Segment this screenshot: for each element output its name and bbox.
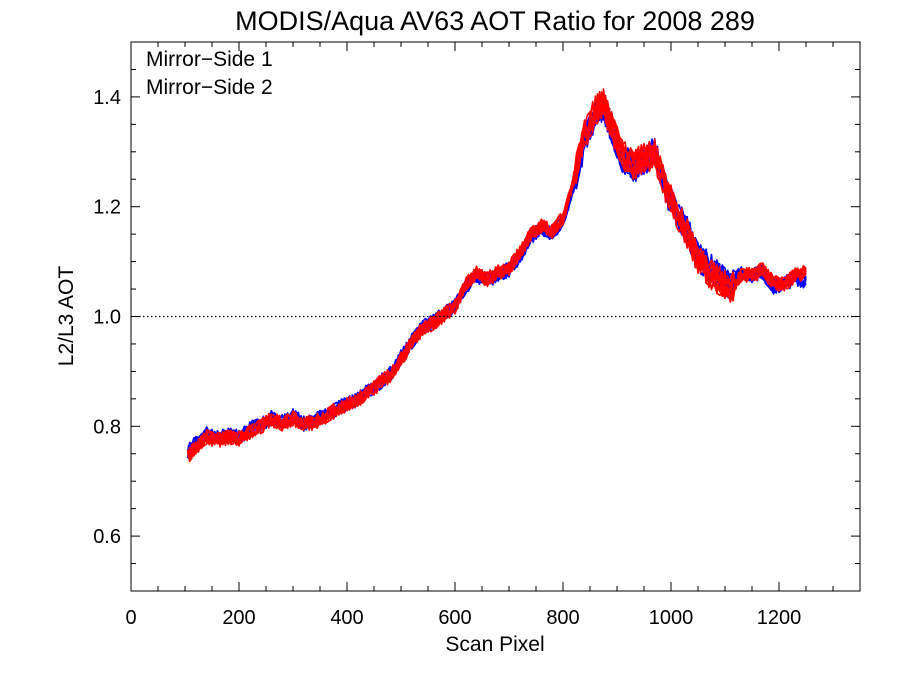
y-tick-label: 1.2 bbox=[93, 197, 121, 219]
legend-mirror-side-2: Mirror−Side 2 bbox=[146, 76, 273, 99]
y-tick-label: 0.8 bbox=[93, 416, 121, 438]
y-tick-label: 1.0 bbox=[93, 307, 121, 329]
axis-tick-labels: 0 200 400 600 800 1000 1200 0.6 0.8 1.0 1.2 1.4 bbox=[93, 87, 801, 629]
x-tick-label: 200 bbox=[222, 607, 255, 629]
legend-mirror-side-1: Mirror−Side 1 bbox=[146, 48, 273, 71]
x-axis-label: Scan Pixel bbox=[445, 633, 544, 656]
x-tick-label: 0 bbox=[125, 607, 136, 629]
x-tick-label: 800 bbox=[546, 607, 579, 629]
series-2-line bbox=[187, 98, 807, 459]
chart-title: MODIS/Aqua AV63 AOT Ratio for 2008 289 bbox=[235, 6, 755, 36]
x-tick-label: 600 bbox=[438, 607, 471, 629]
y-axis-label: L2/L3 AOT bbox=[55, 266, 78, 367]
axis-ticks bbox=[130, 41, 861, 592]
x-tick-label: 400 bbox=[330, 607, 363, 629]
y-tick-label: 0.6 bbox=[93, 526, 121, 548]
plot-lines bbox=[186, 88, 807, 463]
series-2-line bbox=[187, 96, 807, 455]
x-tick-label: 1200 bbox=[757, 607, 802, 629]
x-tick-label: 1000 bbox=[649, 607, 694, 629]
series-2 bbox=[186, 88, 807, 463]
y-tick-label: 1.4 bbox=[93, 87, 121, 109]
